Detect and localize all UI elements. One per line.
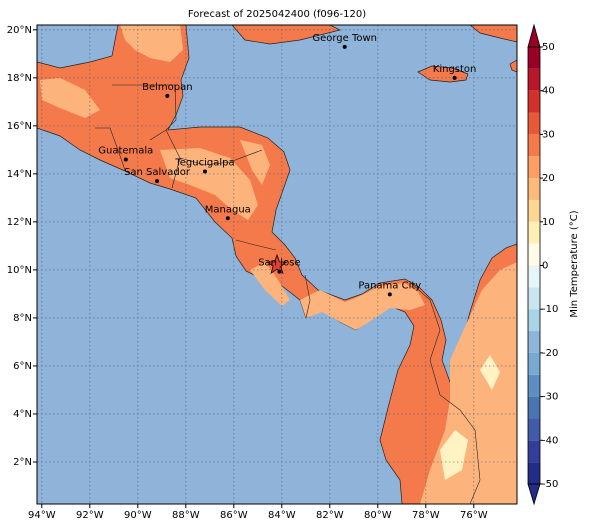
colorbar-band [528, 199, 540, 222]
axes: 94°W 92°W 90°W 88°W 86°W 84°W 82°W 80°W 78°W 76°W… [7, 25, 488, 521]
x-tick-label: 86°W [220, 510, 248, 521]
colorbar-tick-label: -40 [542, 435, 558, 446]
y-tick-label: 18°N [7, 73, 32, 84]
colorbar-band [528, 178, 540, 200]
colorbar-band [528, 309, 540, 332]
y-tick-label: 6°N [13, 361, 32, 372]
country-border [112, 84, 177, 131]
colorbar-band [528, 221, 540, 244]
warm-patch [250, 262, 290, 306]
y-tick-label: 20°N [7, 25, 32, 36]
title: Forecast of 2025042400 (f096-120) [188, 9, 366, 20]
warm-patch [40, 78, 100, 118]
colorbar-band [528, 265, 540, 288]
colorbar-tick-label: -30 [542, 392, 558, 403]
colorbar-band [528, 68, 540, 91]
y-tick-label: 8°N [13, 313, 32, 324]
colorbar-tick-label: 20 [542, 173, 555, 184]
colorbar-tick-label: -10 [542, 304, 558, 315]
colorbar-label: Min Temperature (°C) [569, 210, 580, 317]
x-tick-label: 76°W [460, 510, 488, 521]
city-label: San Salvador [124, 167, 191, 178]
colorbar-tick-label: 30 [542, 129, 555, 140]
city-dot [277, 269, 282, 274]
country-border [95, 127, 126, 171]
x-tick-label: 88°W [172, 510, 200, 521]
colorbar-extend-top [527, 23, 541, 48]
colorbar-tick-label: -20 [542, 348, 558, 359]
x-tick-label: 94°W [28, 510, 56, 521]
colorbar-band [528, 47, 540, 69]
y-tick-label: 10°N [7, 265, 32, 276]
city-dot [203, 169, 207, 174]
country-border [409, 281, 481, 504]
colorbar-band [528, 156, 540, 179]
grid [37, 25, 517, 504]
colorbar-band [528, 352, 540, 375]
warm-patch [120, 25, 183, 62]
y-tick-label: 2°N [13, 457, 32, 468]
y-tick-label: 16°N [7, 121, 32, 132]
colorbar-band [528, 418, 540, 441]
colorbar-tick-label: 0 [542, 261, 548, 272]
country-border [179, 149, 263, 166]
x-tick-label: 90°W [124, 510, 152, 521]
colorbar-band [528, 287, 540, 310]
colorbar-band [528, 462, 540, 484]
colorbar-band [528, 440, 540, 463]
mild-patch [480, 355, 500, 390]
city-dot [155, 179, 159, 184]
x-tick-label: 80°W [364, 510, 392, 521]
colorbar-band [528, 331, 540, 353]
x-tick-label: 84°W [268, 510, 296, 521]
land [469, 25, 517, 43]
country-border [304, 274, 311, 319]
cities: George Town Kingston Belmopan Guatemala Tegu… [98, 33, 476, 297]
city-dot [123, 157, 128, 162]
colorbar-band [528, 374, 540, 397]
city-dot [452, 75, 457, 80]
city-label: George Town [312, 33, 377, 44]
x-tick-label: 92°W [76, 510, 104, 521]
city-dot [342, 44, 347, 49]
city-label: Guatemala [98, 145, 153, 156]
city-label: Kingston [433, 64, 477, 75]
y-tick-label: 4°N [13, 409, 32, 420]
y-tick-label: 14°N [7, 169, 32, 180]
x-tick-label: 78°W [412, 510, 440, 521]
colorbar: -50 -40 -30 -20 -10 0 10 20 30 40 50 [527, 23, 558, 506]
colorbar-band [528, 112, 540, 135]
city-dot [225, 216, 230, 221]
y-tick-label: 12°N [7, 217, 32, 228]
city-label: San Jose [258, 258, 300, 269]
city-label: Managua [205, 204, 251, 215]
star-marker [266, 253, 288, 275]
colorbar-band [528, 134, 540, 157]
city-label: Panama City [358, 280, 421, 291]
country-border [149, 129, 181, 189]
colorbar-band [528, 243, 540, 266]
colorbar-tick-label: 50 [542, 42, 555, 53]
city-dot [165, 93, 170, 98]
colorbar-band [528, 396, 540, 419]
x-tick-label: 82°W [316, 510, 344, 521]
warm-patch [300, 283, 425, 330]
city-dot [387, 292, 392, 297]
colorbar-tick-label: -50 [542, 479, 558, 490]
country-border [235, 239, 277, 251]
city-label: Belmopan [142, 82, 192, 93]
colorbar-tick-label: 40 [542, 86, 555, 97]
map-frame [36, 24, 518, 505]
colorbar-band [528, 90, 540, 113]
mild-patch [440, 430, 468, 480]
colorbar-tick-label: 10 [542, 217, 555, 228]
land [509, 59, 517, 73]
warm-patch [420, 262, 517, 504]
colorbar-extend-bottom [527, 483, 541, 506]
city-label: Tegucigalpa [174, 157, 234, 168]
